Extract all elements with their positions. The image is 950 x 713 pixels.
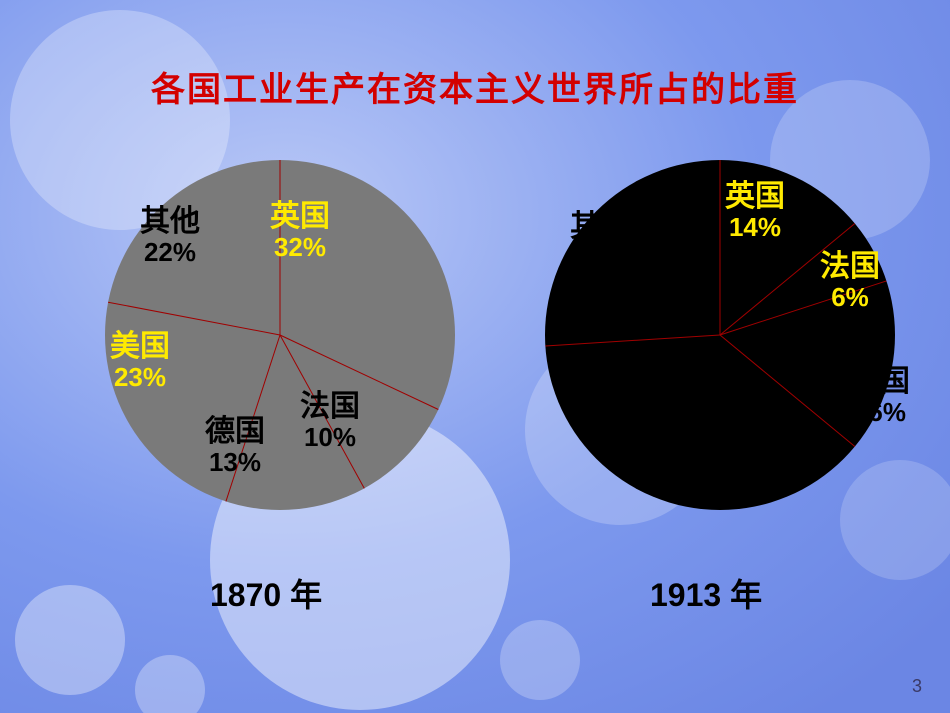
slice-name: 德国 [820, 365, 940, 398]
pie-1870-label-4: 其他22% [110, 205, 230, 267]
pie-1913-year-label: 1913 年 [650, 570, 762, 616]
slide: 各国工业生产在资本主义世界所占的比重 英国32%法国10%德国13%美国23%其… [0, 0, 950, 713]
slice-name: 美国 [80, 330, 200, 363]
pie-1913-label-2: 德国16% [820, 365, 940, 427]
slice-name: 法国 [790, 250, 910, 283]
slice-name: 德国 [175, 415, 295, 448]
slice-percent: 13% [175, 448, 295, 477]
pie-1870-label-2: 德国13% [175, 415, 295, 477]
slide-title: 各国工业生产在资本主义世界所占的比重 [0, 62, 950, 111]
slice-percent: 14% [695, 213, 815, 242]
pie-1913-label-3: 美国38% [580, 410, 700, 472]
slice-name: 英国 [695, 180, 815, 213]
slice-percent: 6% [790, 283, 910, 312]
slice-percent: 32% [240, 233, 360, 262]
pie-1913-label-4: 其他26% [540, 210, 660, 272]
slice-name: 美国 [580, 410, 700, 443]
page-number: 3 [912, 676, 922, 697]
slice-percent: 26% [540, 243, 660, 272]
pie-1870-year-label: 1870 年 [210, 570, 322, 616]
slice-name: 其他 [110, 205, 230, 238]
pie-1870-label-0: 英国32% [240, 200, 360, 262]
slice-percent: 16% [820, 398, 940, 427]
slice-name: 其他 [540, 210, 660, 243]
slice-percent: 22% [110, 238, 230, 267]
pie-1870-label-3: 美国23% [80, 330, 200, 392]
slice-name: 英国 [240, 200, 360, 233]
slice-percent: 23% [80, 363, 200, 392]
pie-1913-label-0: 英国14% [695, 180, 815, 242]
bokeh-circle [15, 585, 125, 695]
bokeh-circle [500, 620, 580, 700]
pie-1913-label-1: 法国6% [790, 250, 910, 312]
slice-percent: 38% [580, 443, 700, 472]
